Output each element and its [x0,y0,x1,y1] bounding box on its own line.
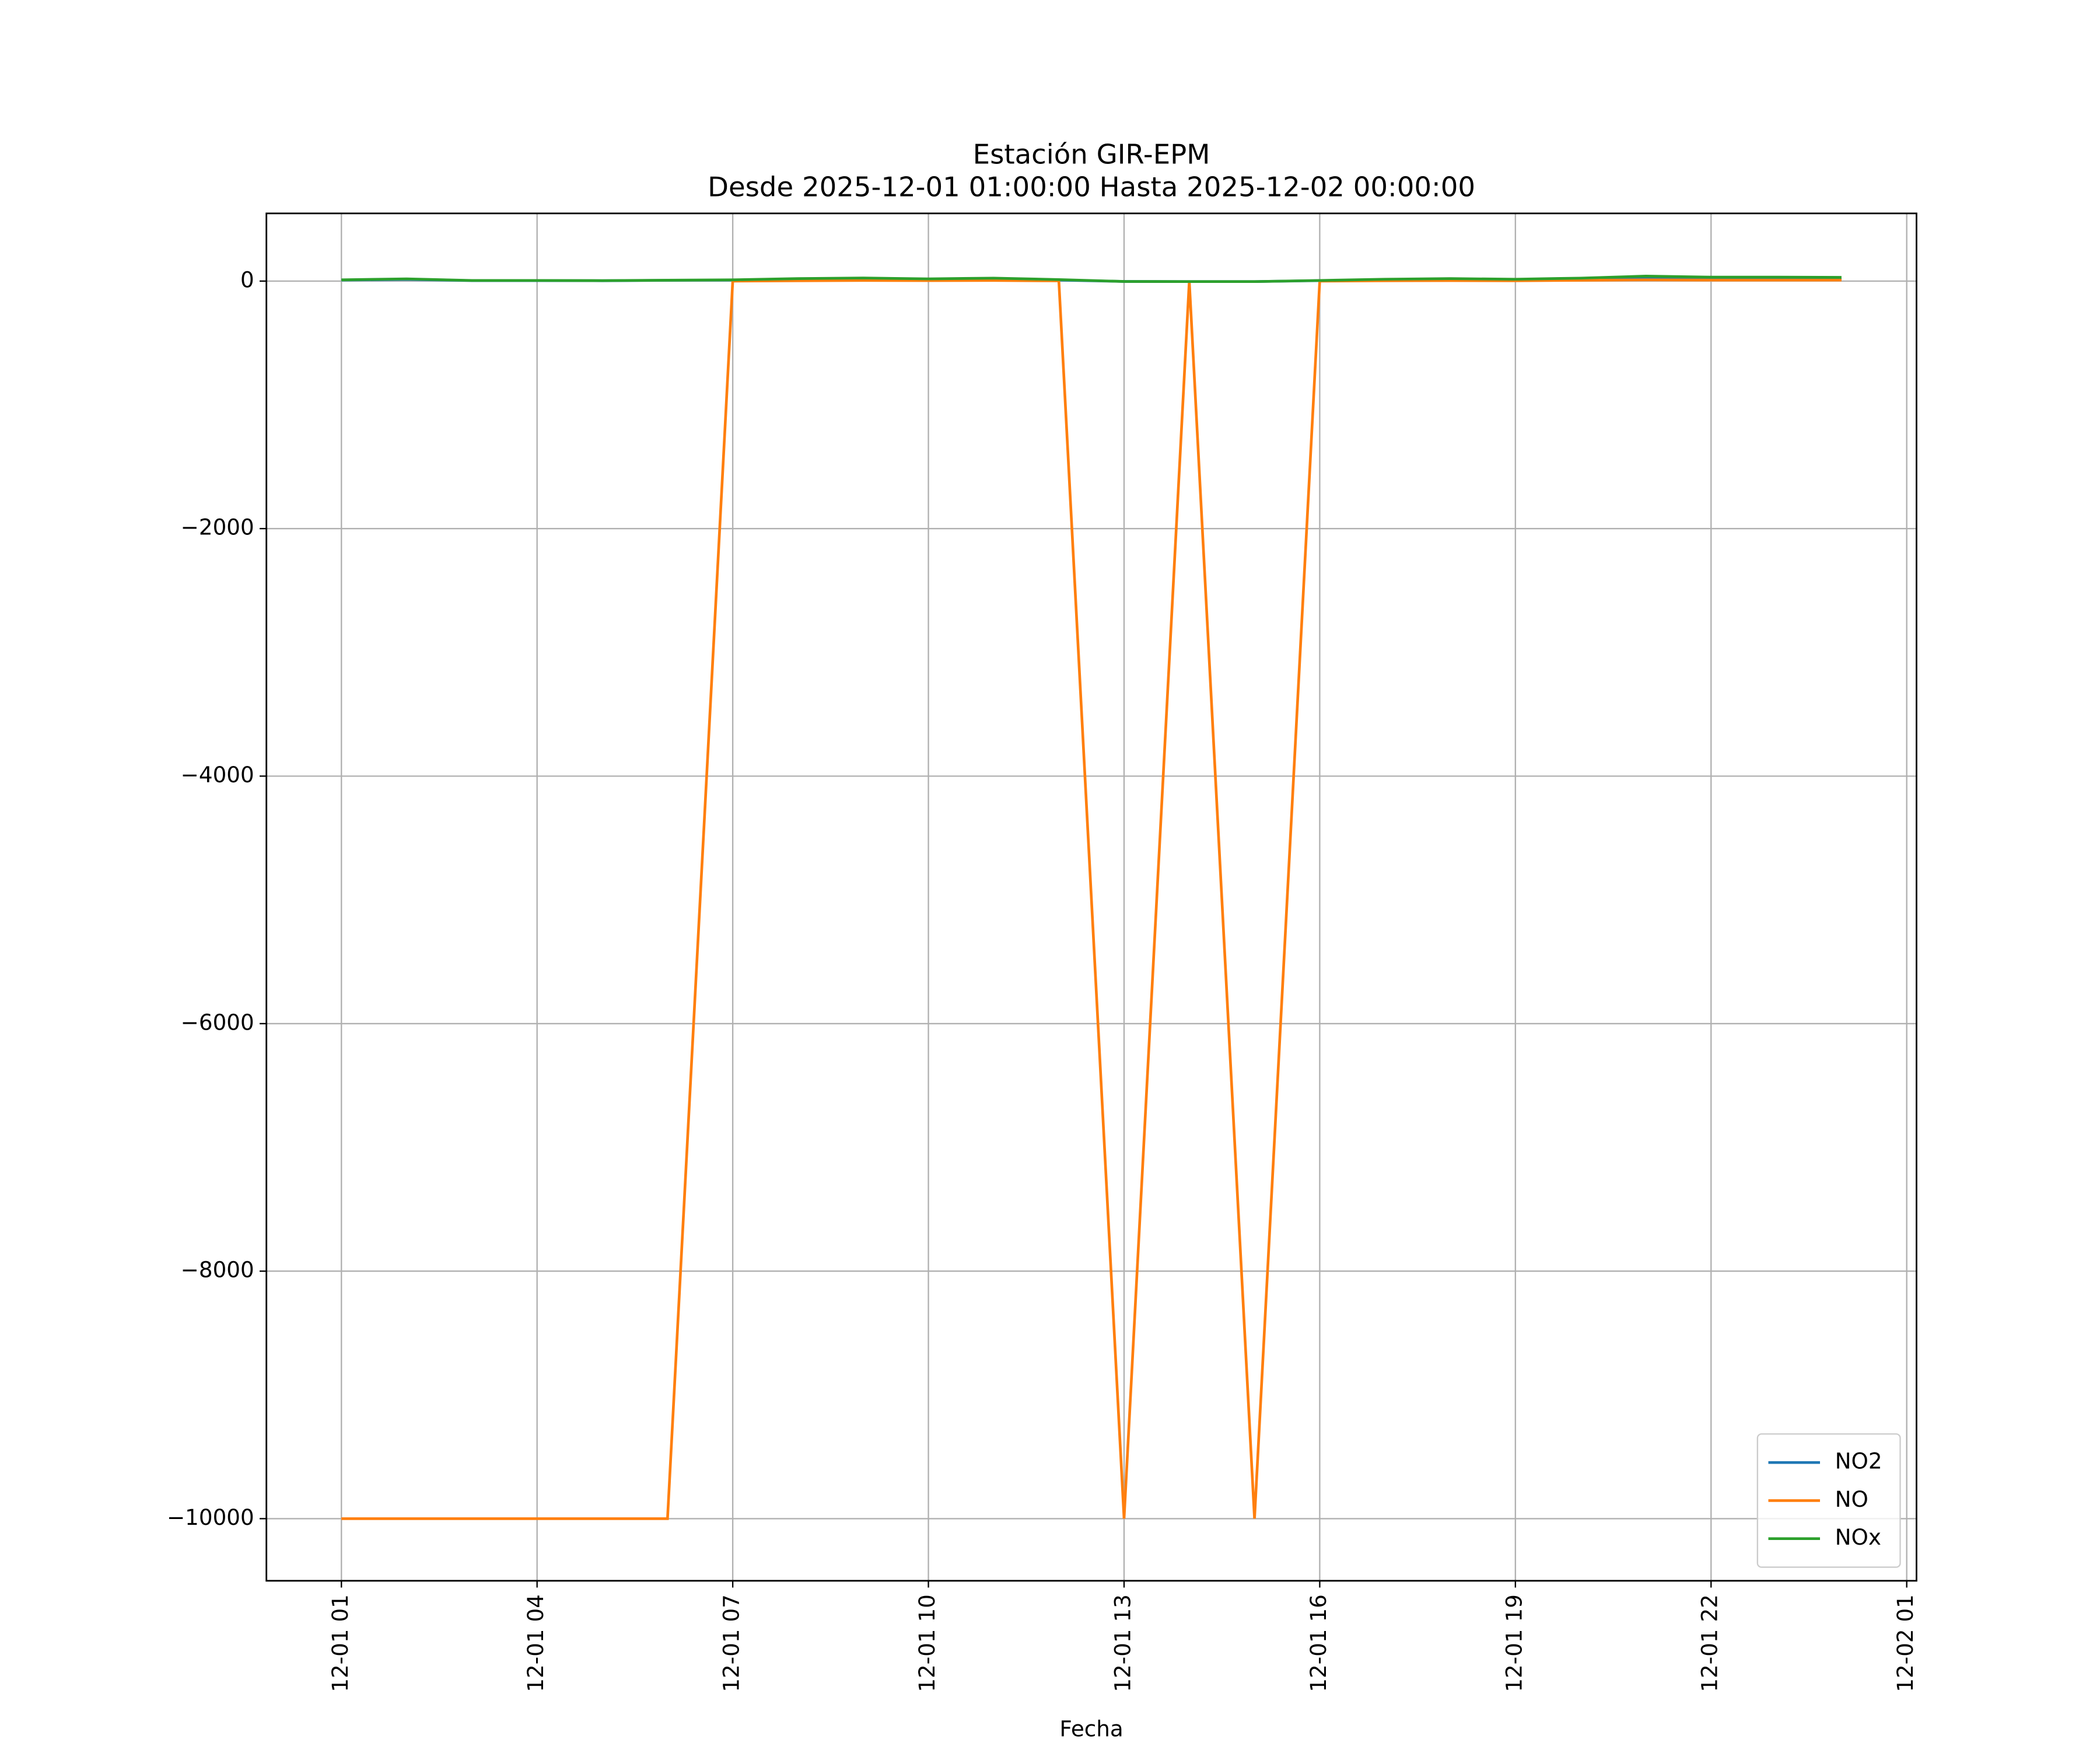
plot-frame [265,212,1917,1582]
series-line [341,278,1842,1520]
series-line [341,275,1842,284]
y-tick-label: −10000 [167,1504,254,1530]
y-tick-label: −6000 [181,1009,254,1035]
y-tick-label: −8000 [181,1257,254,1283]
x-tick-label: 12-01 22 [1697,1594,1723,1692]
legend-label: NO2 [1835,1448,1882,1474]
x-axis-label: Fecha [1059,1716,1123,1742]
x-tick-label: 12-01 19 [1501,1594,1527,1692]
chart-title: Estación GIR-EPM [973,138,1210,170]
x-tick-label: 12-01 01 [327,1594,353,1692]
x-tick-label: 12-01 07 [719,1594,744,1692]
x-tick-label: 12-02 01 [1892,1594,1918,1692]
x-tick-label: 12-01 04 [523,1594,548,1692]
chart-subtitle: Desde 2025-12-01 01:00:00 Hasta 2025-12-… [708,171,1475,202]
legend-label: NO [1835,1486,1868,1512]
x-tick-label: 12-01 10 [914,1594,940,1692]
x-tick-label: 12-01 13 [1110,1594,1135,1692]
legend-box [1756,1433,1901,1568]
y-tick-label: −4000 [181,762,254,788]
legend-label: NOx [1835,1524,1881,1550]
y-tick-label: −2000 [181,514,254,540]
y-tick-label: 0 [240,267,254,292]
x-tick-label: 12-01 16 [1306,1594,1331,1692]
